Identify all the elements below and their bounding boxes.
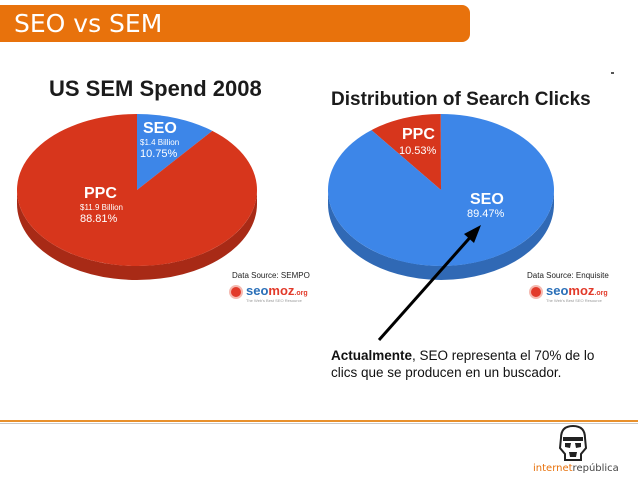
logo-seo-text: seo (246, 283, 269, 298)
seomoz-logo: seomoz.org (529, 283, 608, 300)
brand-wordmark: internetrepública (533, 463, 619, 474)
logo-org-text: .org (294, 290, 308, 297)
pie-slice-ppc (371, 114, 441, 190)
gear-icon (529, 285, 543, 299)
logo-moz-text: moz (568, 283, 595, 298)
stormtrooper-icon (558, 424, 588, 461)
data-source-sem-spend: Data Source: SEMPO (232, 271, 310, 280)
chart-title-search-clicks: Distribution of Search Clicks (331, 89, 591, 110)
slice-label-seo: SEO (470, 191, 504, 208)
seomoz-logo: seomoz.org (229, 283, 308, 300)
logo-tagline: The Web's Best SEO Resource (546, 298, 602, 303)
slice-percent-seo: 89.47% (467, 208, 505, 220)
annotation-arrow (377, 225, 481, 341)
annotation-body: , SEO representa el 70% de lo clics que … (331, 348, 595, 380)
pie-chart-sem-spend (16, 114, 257, 280)
corner-mark (611, 72, 614, 74)
slide-title: SEO vs SEM (14, 9, 163, 38)
brand-part-2: república (572, 463, 619, 474)
title-bar: SEO vs SEM (0, 5, 470, 42)
annotation-bold: Actualmente (331, 348, 413, 363)
slice-amount-ppc: $11.9 Billion (80, 203, 123, 212)
gear-icon (229, 285, 243, 299)
footer-divider (0, 420, 638, 422)
pie-slice-ppc (16, 114, 257, 266)
logo-seo-text: seo (546, 283, 569, 298)
slice-amount-seo: $1.4 Billion (140, 138, 180, 147)
logo-tagline: The Web's Best SEO Resource (246, 298, 302, 303)
slice-percent-ppc: 88.81% (80, 213, 118, 225)
brand-part-1: internet (533, 463, 573, 474)
data-source-search-clicks: Data Source: Enquisite (527, 271, 609, 280)
footer-divider-shadow (0, 423, 638, 424)
logo-moz-text: moz (268, 283, 295, 298)
slice-label-seo: SEO (143, 120, 177, 137)
chart-title-sem-spend: US SEM Spend 2008 (49, 76, 262, 101)
slice-label-ppc: PPC (84, 185, 117, 202)
pie-slice-seo (328, 114, 554, 266)
slice-label-ppc: PPC (402, 126, 435, 143)
pie-chart-search-clicks (328, 114, 554, 280)
pie-slice-seo (137, 114, 213, 190)
logo-org-text: .org (594, 290, 608, 297)
slice-percent-seo: 10.75% (140, 148, 178, 160)
pie-side (328, 190, 554, 280)
pie-side (17, 190, 257, 280)
slice-percent-ppc: 10.53% (399, 145, 437, 157)
annotation-text: Actualmente, SEO representa el 70% de lo… (331, 347, 621, 381)
